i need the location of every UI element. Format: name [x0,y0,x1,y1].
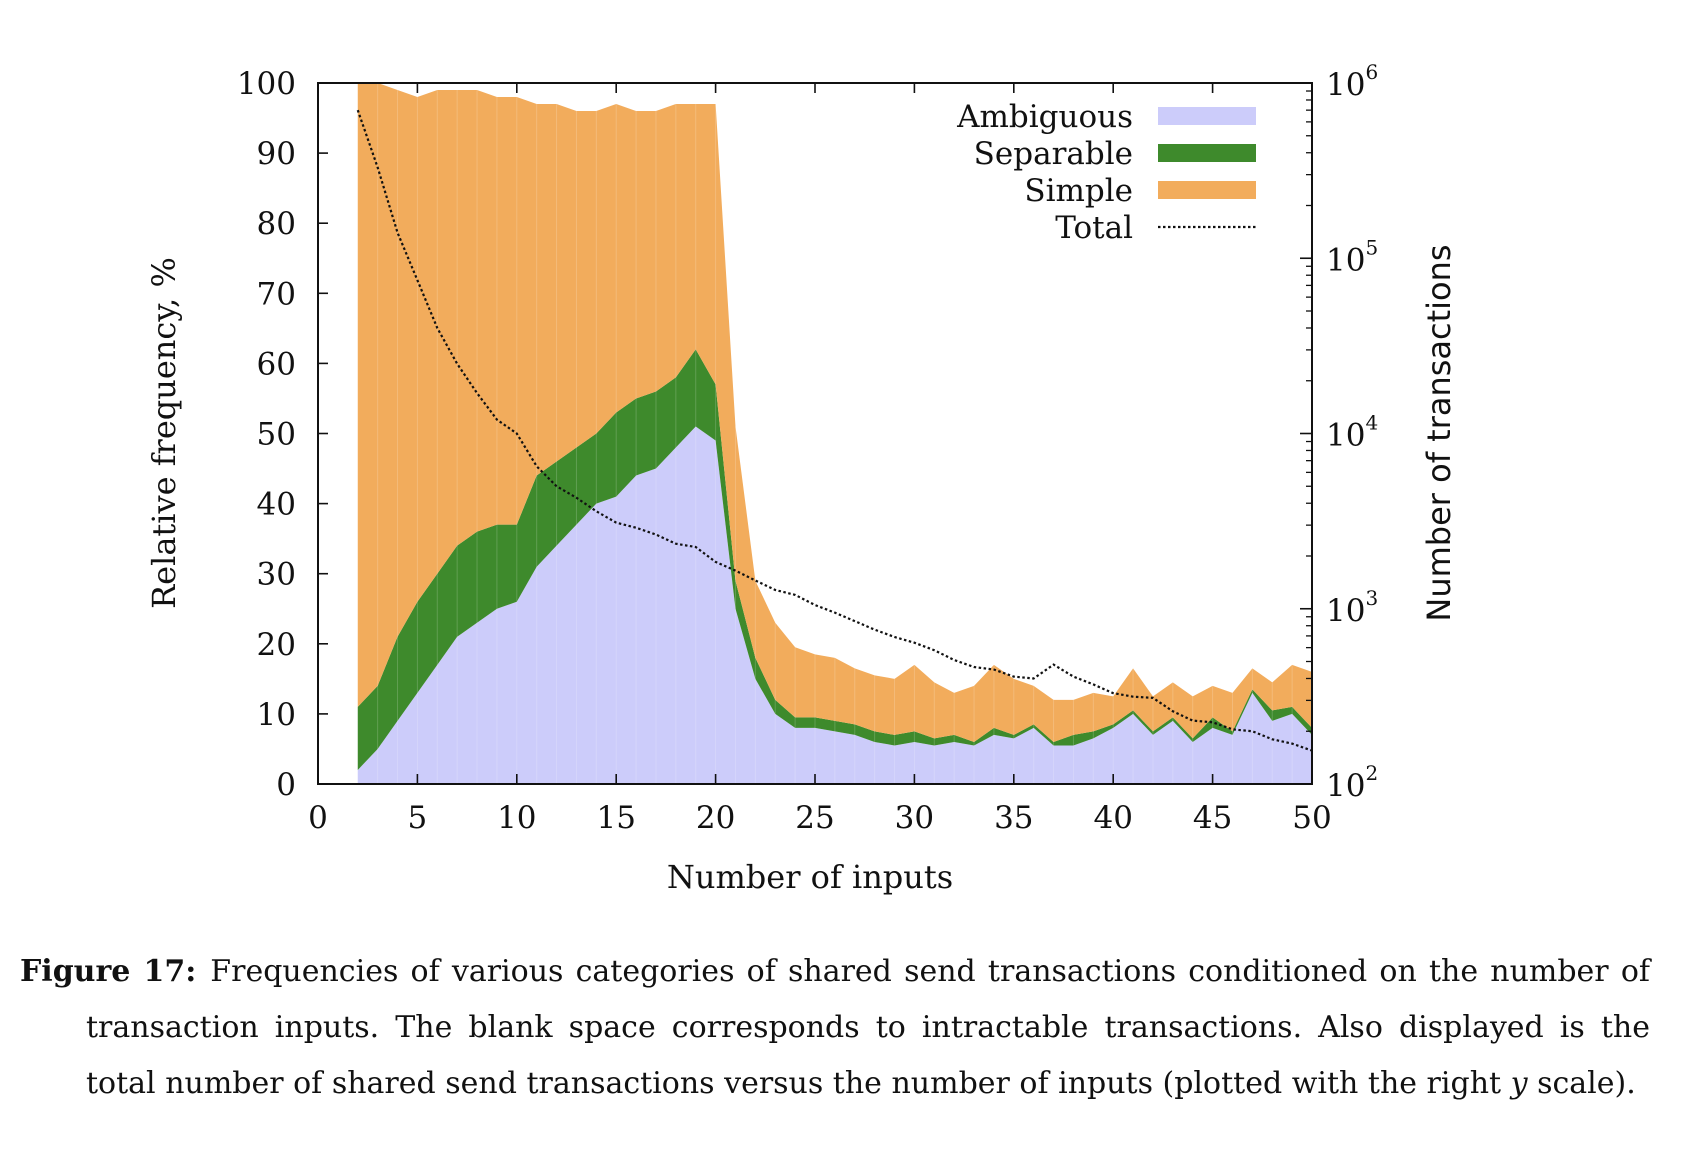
stacked-areas [357,83,1312,784]
y2-tick-label: 103 [1326,586,1378,629]
x-tick-label: 45 [1193,800,1232,836]
y-tick-label: 20 [257,627,296,663]
x-tick-label: 20 [696,800,735,836]
x-tick-label: 0 [308,800,328,836]
axis-ticks [317,82,1313,785]
x-tick-label: 5 [408,800,428,836]
y-tick-label: 60 [257,346,296,382]
caption-text-end: scale). [1527,1066,1636,1101]
y-tick-label: 90 [257,136,296,172]
caption-text: Frequencies of various categories of sha… [86,954,1650,1101]
y-tick-label: 0 [276,767,296,803]
y2-tick-label: 105 [1326,235,1378,278]
legend-label: Simple [1024,173,1133,209]
y2-tick-label: 104 [1326,411,1378,454]
figure-label: Figure 17: [20,954,197,989]
legend-item-separable: Separable [974,136,1256,172]
y-tick-label: 40 [257,487,296,523]
legend-swatch [1158,144,1256,162]
x-tick-label: 10 [497,800,536,836]
area-ambiguous [357,426,1312,784]
y-tick-label: 30 [257,557,296,593]
y2-axis-title: Number of transactions [1420,244,1458,621]
axis-tick-labels: 0 5 10 15 20 25 30 35 40 45 50 0 10 20 30 40 50 60 70 80 90 1… [237,60,1378,836]
legend-item-total: Total [1055,210,1256,246]
area-separable [357,349,1312,770]
y-tick-label: 70 [257,276,296,312]
y-tick-label: 100 [237,66,296,102]
legend-item-ambiguous: Ambiguous [956,99,1256,135]
area-simple [357,83,1312,742]
area-stripes [377,83,1293,784]
caption-variable: y [1510,1066,1528,1101]
y-tick-label: 80 [257,206,296,242]
y-axis-title: Relative frequency, % [145,257,183,609]
x-tick-label: 35 [994,800,1033,836]
legend-swatch [1158,181,1256,199]
x-tick-label: 40 [1093,800,1132,836]
total-line [356,109,1313,752]
legend-item-simple: Simple [1024,173,1256,209]
legend-label: Ambiguous [956,99,1133,135]
y2-tick-label: 106 [1326,60,1378,103]
legend-label: Separable [974,136,1133,172]
x-axis-title: Number of inputs [667,858,953,896]
figure-caption: Figure 17: Frequencies of various categor… [20,944,1650,1112]
legend-swatch [1158,107,1256,125]
y-tick-label: 10 [257,697,296,733]
x-tick-label: 15 [596,800,635,836]
x-tick-label: 30 [895,800,934,836]
legend-label: Total [1055,210,1133,246]
chart: 0 5 10 15 20 25 30 35 40 45 50 0 10 20 30 40 50 60 70 80 90 1… [145,60,1458,896]
x-tick-label: 50 [1292,800,1331,836]
x-tick-label: 25 [795,800,834,836]
y2-tick-label: 102 [1326,761,1378,804]
y-tick-label: 50 [257,417,296,453]
